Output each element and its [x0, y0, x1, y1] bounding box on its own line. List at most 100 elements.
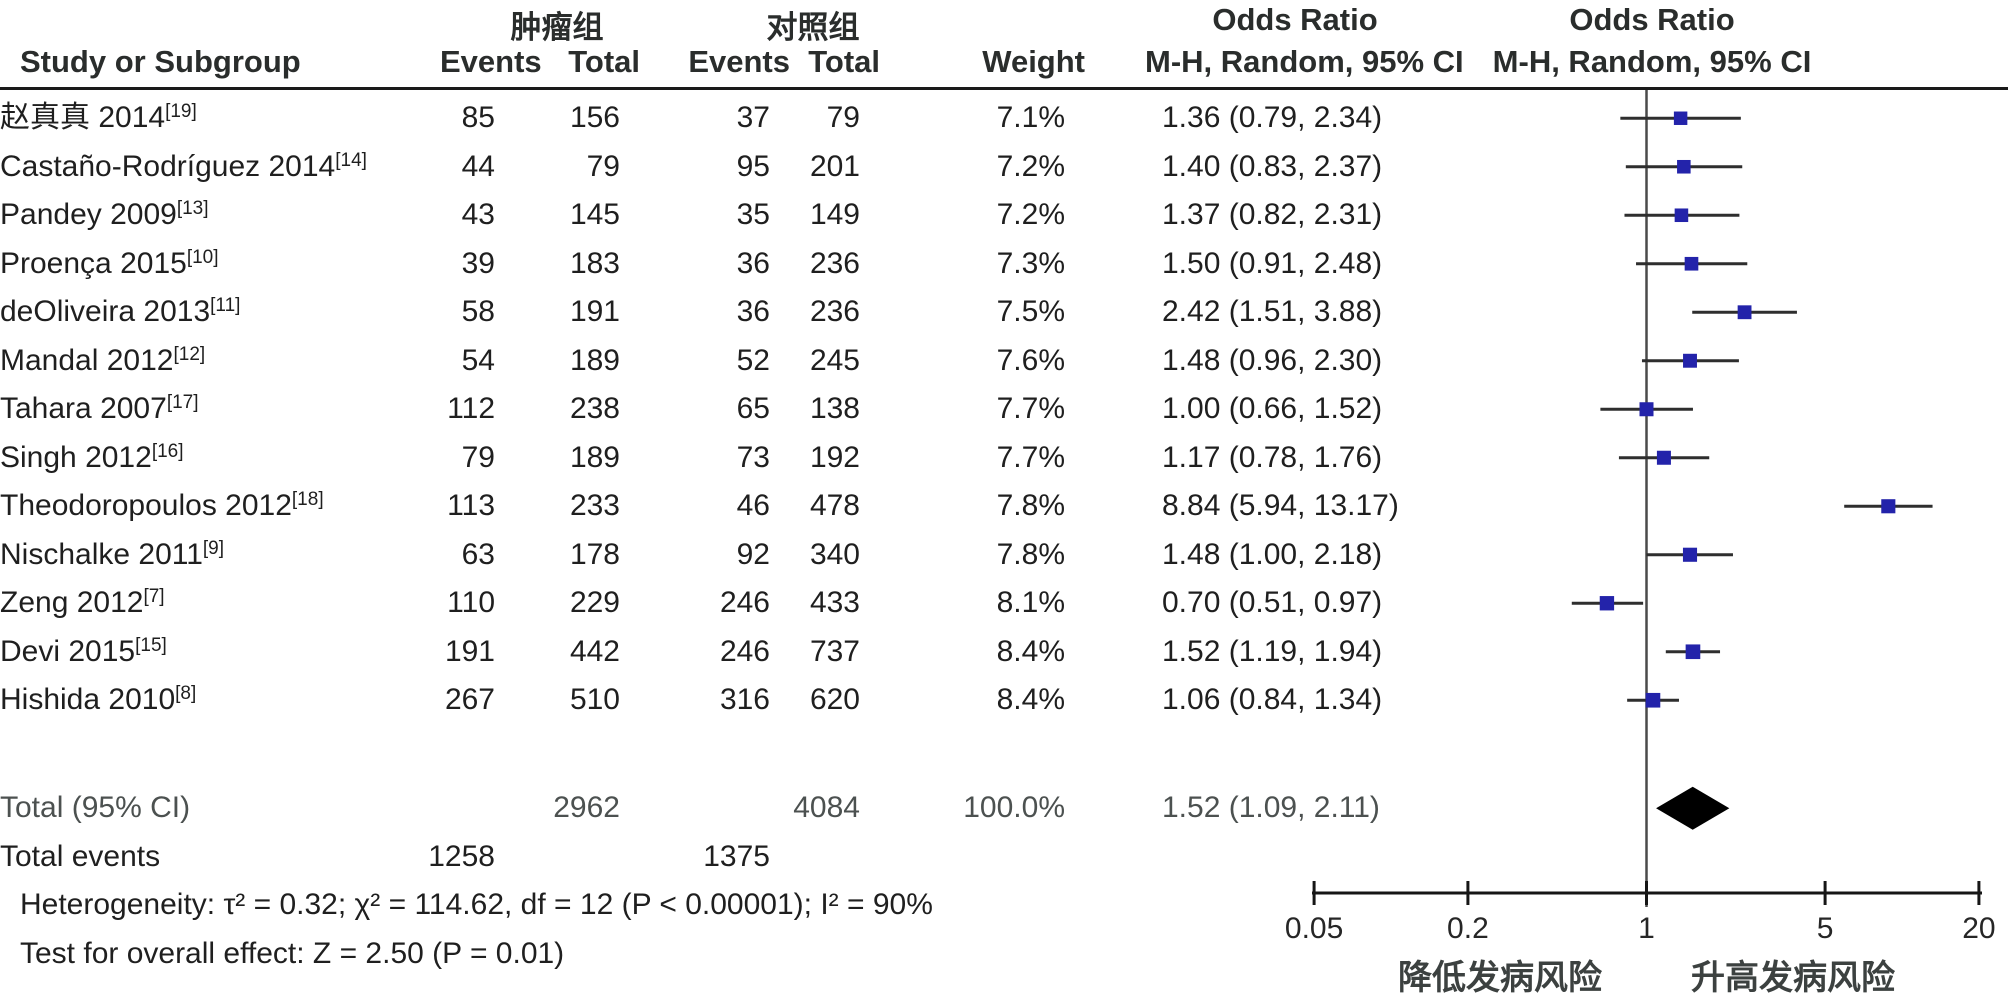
tumor-events-cell: 58 — [461, 295, 495, 328]
table-row: Tahara 2007[17] 112 238 65 138 7.7% 1.00… — [0, 385, 2008, 434]
tumor-events-cell: 63 — [461, 537, 495, 571]
tumor-total-cell: 189 — [569, 343, 620, 377]
table-row: Singh 2012[16] 79 189 73 192 7.7% 1.17 (… — [0, 434, 2008, 483]
control-total-cell: 236 — [809, 246, 860, 280]
control-events-cell: 246 — [719, 634, 770, 668]
reference-superscript: [7] — [143, 586, 165, 607]
axis-label-lower-risk: 降低发病风险 — [1398, 959, 1602, 995]
weight-cell: 8.4% — [996, 683, 1065, 716]
study-label: Zeng 2012[7] — [0, 579, 420, 628]
weight-cell: 7.2% — [996, 149, 1065, 183]
odds-ratio-plot-title: Odds Ratio — [1569, 2, 1735, 37]
tumor-total-cell: 442 — [569, 634, 620, 668]
table-row: deOliveira 2013[11] 58 191 36 236 7.5% 2… — [0, 288, 2008, 337]
odds-ratio-cell: 0.70 (0.51, 0.97) — [1162, 586, 1383, 619]
study-name: Nischalke 2011 — [0, 537, 203, 571]
tumor-total-cell: 178 — [569, 537, 620, 571]
overall-effect-note: Test for overall effect: Z = 2.50 (P = 0… — [20, 936, 565, 970]
study-label: Proença 2015[10] — [0, 240, 420, 289]
x-tick-label: 0.2 — [1447, 912, 1489, 945]
control-total-cell: 478 — [809, 489, 860, 522]
reference-superscript: [17] — [166, 392, 199, 413]
x-tick-label: 0.05 — [1284, 912, 1344, 945]
control-events-cell: 35 — [736, 198, 770, 231]
tumor-total-cell: 79 — [586, 149, 620, 183]
total-row: Total (95% CI) 2962 4084 100.0% 1.52 (1.… — [0, 784, 2008, 833]
axis-label-higher-risk: 升高发病风险 — [1691, 959, 1895, 995]
table-row: Theodoropoulos 2012[18] 113 233 46 478 7… — [0, 482, 2008, 531]
odds-ratio-cell: 1.06 (0.84, 1.34) — [1162, 683, 1383, 716]
tumor-total-cell: 183 — [569, 246, 620, 280]
control-total-cell: 245 — [809, 343, 860, 377]
weight-column-header: Weight — [982, 44, 1085, 79]
control-total-cell: 201 — [809, 149, 860, 183]
tumor-events-cell: 112 — [447, 392, 495, 425]
x-tick-label: 20 — [1962, 912, 1996, 945]
heterogeneity-note: Heterogeneity: τ² = 0.32; χ² = 114.62, d… — [20, 888, 933, 921]
tumor-events-column-header: Events — [440, 44, 542, 79]
control-total-cell: 149 — [809, 198, 860, 231]
tumor-total-cell: 238 — [569, 392, 620, 425]
odds-ratio-cell: 1.36 (0.79, 2.34) — [1162, 101, 1383, 134]
section-spacer — [0, 725, 2008, 785]
table-row: Zeng 2012[7] 110 229 246 433 8.1% 0.70 (… — [0, 579, 2008, 628]
reference-superscript: [13] — [176, 198, 209, 219]
weight-cell: 7.3% — [996, 246, 1065, 280]
control-total-cell: 340 — [809, 537, 860, 571]
study-name: deOliveira 2013 — [0, 295, 211, 328]
study-name: Pandey 2009 — [0, 198, 177, 231]
odds-ratio-cell: 1.52 (1.19, 1.94) — [1162, 634, 1383, 668]
table-row: Nischalke 2011[9] 63 178 92 340 7.8% 1.4… — [0, 531, 2008, 580]
study-name: Hishida 2010 — [0, 683, 176, 716]
control-events-cell: 316 — [719, 683, 770, 716]
reference-superscript: [16] — [151, 440, 184, 462]
odds-ratio-cell: 8.84 (5.94, 13.17) — [1162, 489, 1399, 522]
table-header-row: Study or Subgroup Events Total Events To… — [0, 36, 1645, 87]
tumor-events-cell: 267 — [444, 683, 495, 716]
table-row: Hishida 2010[8] 267 510 316 620 8.4% 1.0… — [0, 676, 2008, 725]
table-row: Mandal 2012[12] 54 189 52 245 7.6% 1.48 … — [0, 337, 2008, 386]
study-column-header: Study or Subgroup — [20, 44, 301, 79]
control-events-cell: 36 — [736, 295, 770, 328]
study-name: Singh 2012 — [0, 440, 152, 474]
tumor-total-column-header: Total — [568, 44, 640, 79]
table-row: Proença 2015[10] 39 183 36 236 7.3% 1.50… — [0, 240, 2008, 289]
control-total-cell: 236 — [809, 295, 860, 328]
study-label: Devi 2015[15] — [0, 628, 420, 677]
tumor-events-cell: 85 — [461, 101, 495, 134]
study-label: 赵真真 2014[19] — [0, 94, 420, 143]
study-name: Proença 2015 — [0, 246, 187, 280]
header-separator-line — [0, 87, 2008, 90]
study-name: Theodoropoulos 2012 — [0, 489, 292, 522]
reference-superscript: [11] — [210, 295, 241, 316]
x-tick-label: 1 — [1638, 912, 1655, 945]
total-events-label: Total events — [0, 839, 161, 873]
tumor-events-cell: 191 — [444, 634, 495, 668]
total-tumor-cell: 2962 — [553, 791, 620, 824]
tumor-events-cell: 43 — [461, 198, 495, 231]
study-name: Mandal 2012 — [0, 343, 174, 377]
tumor-events-cell: 113 — [447, 489, 495, 522]
control-group-header: 对照组 — [766, 10, 860, 45]
tumor-events-cell: 110 — [447, 586, 495, 619]
weight-cell: 8.4% — [996, 634, 1065, 668]
reference-superscript: [12] — [173, 343, 206, 365]
tumor-total-cell: 189 — [569, 440, 620, 474]
control-total-cell: 737 — [809, 634, 860, 668]
study-table-body: 赵真真 2014[19] 85 156 37 79 7.1% 1.36 (0.7… — [0, 94, 2008, 978]
control-events-cell: 36 — [736, 246, 770, 280]
control-events-cell: 46 — [736, 489, 770, 522]
table-row: Devi 2015[15] 191 442 246 737 8.4% 1.52 … — [0, 628, 2008, 677]
weight-cell: 7.6% — [996, 343, 1065, 377]
reference-superscript: [8] — [175, 683, 197, 704]
tumor-total-cell: 510 — [569, 683, 620, 716]
tumor-total-cell: 145 — [569, 198, 620, 231]
table-row: Pandey 2009[13] 43 145 35 149 7.2% 1.37 … — [0, 191, 2008, 240]
study-name: Castaño-Rodríguez 2014 — [0, 149, 336, 183]
total-events-row: Total events 1258 1375 — [0, 833, 2008, 882]
odds-ratio-cell: 1.40 (0.83, 2.37) — [1162, 149, 1383, 183]
weight-cell: 7.8% — [996, 537, 1065, 571]
odds-ratio-cell: 1.37 (0.82, 2.31) — [1162, 198, 1383, 231]
x-tick-label: 5 — [1816, 912, 1834, 945]
